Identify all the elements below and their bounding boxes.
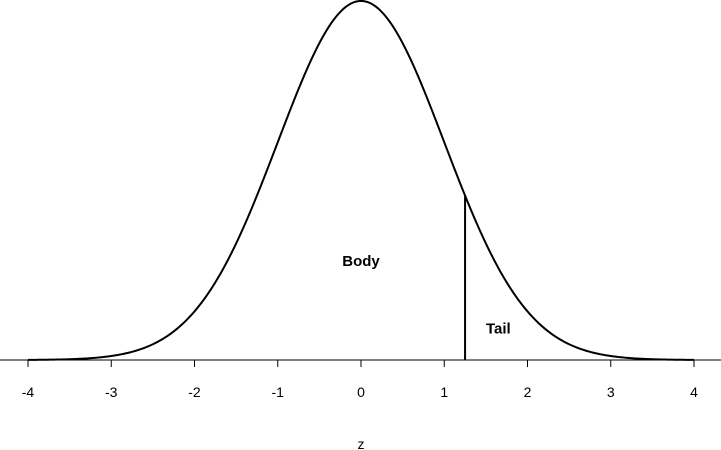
- x-tick-label: 3: [607, 384, 615, 400]
- x-tick-label: -4: [22, 384, 35, 400]
- body-label: Body: [342, 253, 380, 270]
- x-axis-title: z: [358, 436, 365, 450]
- tail-label: Tail: [486, 321, 511, 338]
- density-curve: [27, 0, 695, 361]
- x-tick-label: 1: [440, 384, 448, 400]
- x-tick-label: 0: [357, 384, 365, 400]
- x-tick-label: 4: [690, 384, 698, 400]
- x-axis-ticks: -4 -3 -2 -1 0 1 2 3 4: [22, 360, 698, 400]
- x-tick-label: -2: [188, 384, 201, 400]
- x-tick-label: -1: [272, 384, 285, 400]
- x-tick-label: -3: [105, 384, 118, 400]
- x-tick-label: 2: [524, 384, 532, 400]
